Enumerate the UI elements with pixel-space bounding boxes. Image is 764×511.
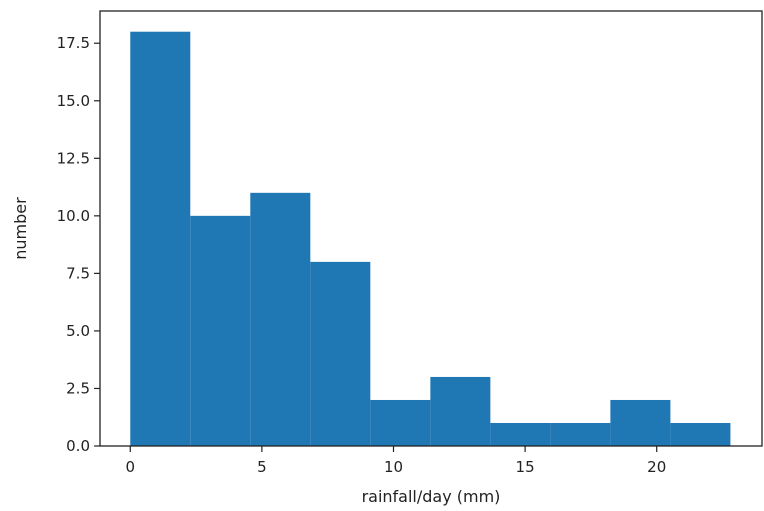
x-tick-label: 15 — [516, 458, 535, 476]
y-tick-label: 12.5 — [57, 149, 90, 167]
x-axis-label: rainfall/day (mm) — [362, 487, 501, 506]
histogram-bar-9 — [670, 422, 731, 446]
x-tick-label: 5 — [257, 458, 267, 476]
plot-frame — [99, 10, 763, 447]
histogram-bar-4 — [370, 399, 431, 446]
histogram-bar-5 — [430, 376, 491, 446]
y-tick-label: 7.5 — [66, 264, 90, 282]
y-tick-label: 0.0 — [66, 437, 90, 455]
histogram-bar-0 — [130, 31, 191, 446]
y-tick-label: 10.0 — [57, 207, 90, 225]
y-axis-label: number — [11, 197, 30, 260]
x-tick-label: 20 — [647, 458, 666, 476]
histogram-bar-3 — [310, 261, 371, 446]
histogram-bar-7 — [550, 422, 611, 446]
histogram-bar-8 — [610, 399, 671, 446]
x-tick-label: 10 — [384, 458, 403, 476]
x-axis-ticks: 0 5 10 15 20 — [125, 446, 666, 476]
histogram-bar-1 — [190, 215, 251, 446]
y-tick-label: 15.0 — [57, 92, 90, 110]
y-tick-label: 5.0 — [66, 322, 90, 340]
y-tick-label: 2.5 — [66, 379, 90, 397]
histogram-bar-2 — [250, 192, 311, 446]
y-axis-ticks: 0.0 2.5 5.0 7.5 10.0 12.5 15.0 17.5 — [57, 34, 100, 455]
y-tick-label: 17.5 — [57, 34, 90, 52]
histogram-bar-6 — [490, 422, 551, 446]
histogram-bars — [130, 31, 731, 446]
x-tick-label: 0 — [125, 458, 135, 476]
